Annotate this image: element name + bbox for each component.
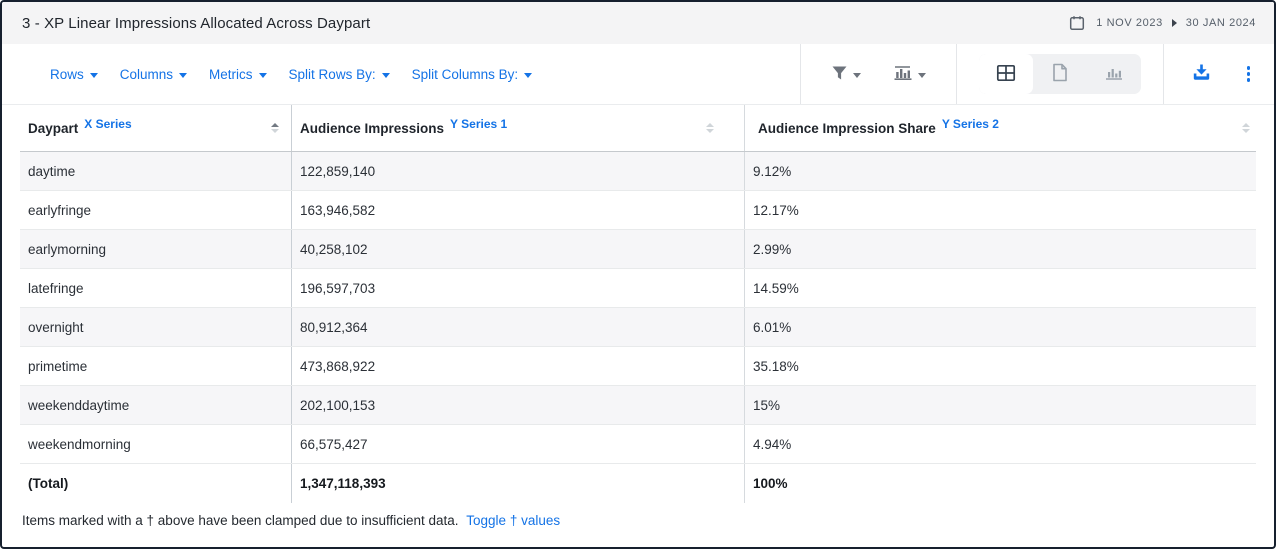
footnote: Items marked with a † above have been cl… — [2, 503, 1274, 528]
table-row[interactable]: daytime 122,859,140 9.12% — [20, 152, 1256, 191]
sort-icon[interactable] — [1242, 123, 1250, 133]
rows-dropdown[interactable]: Rows — [50, 67, 98, 82]
cell-daypart: overnight — [20, 308, 292, 346]
chevron-down-icon — [179, 72, 188, 78]
columns-dropdown[interactable]: Columns — [119, 66, 188, 82]
series-tag: X Series — [84, 116, 132, 131]
cell-daypart: daytime — [20, 152, 292, 190]
cell-share: 2.99% — [753, 241, 792, 257]
cell-impressions: 40,258,102 — [292, 230, 745, 268]
download-icon — [1192, 63, 1211, 85]
cell-daypart: weekenddaytime — [20, 386, 292, 424]
clamp-note: Items marked with a † above have been cl… — [22, 513, 459, 528]
table-body: daytime 122,859,140 9.12% earlyfringe 16… — [20, 152, 1256, 464]
cell-impressions: 202,100,153 — [292, 386, 745, 424]
chart-type-button[interactable] — [885, 59, 934, 90]
series-tag: Y Series 1 — [450, 116, 508, 131]
date-range-picker[interactable]: 1 NOV 2023 30 JAN 2024 — [1069, 15, 1256, 31]
rows-dropdown-label: Rows — [50, 66, 84, 82]
column-header-audience-impression-share[interactable]: Audience Impression Share Y Series 2 — [745, 105, 1256, 151]
title-bar: 3 - XP Linear Impressions Allocated Acro… — [2, 2, 1274, 44]
cell-daypart: earlyfringe — [20, 191, 292, 229]
cell-share: 35.18% — [753, 358, 799, 374]
chevron-down-icon — [381, 72, 390, 78]
toolbar-right-group — [799, 44, 1261, 104]
cell-impressions: 80,912,364 — [292, 308, 745, 346]
table-row[interactable]: earlymorning 40,258,102 2.99% — [20, 230, 1256, 269]
chevron-down-icon — [852, 72, 861, 78]
calendar-icon — [1069, 15, 1085, 31]
toggle-dagger-values-link[interactable]: Toggle † values — [466, 513, 561, 528]
date-end: 30 JAN 2024 — [1185, 17, 1256, 29]
cell-impressions: 66,575,427 — [292, 425, 745, 463]
document-view-button[interactable] — [1033, 54, 1087, 94]
table-view-button[interactable] — [978, 54, 1033, 94]
metrics-dropdown-label: Metrics — [209, 66, 253, 82]
sort-icon[interactable] — [271, 123, 279, 133]
bar-chart-icon — [1104, 65, 1124, 84]
cell-share: 15% — [753, 397, 781, 413]
cell-impressions: 473,868,922 — [292, 347, 745, 385]
toolbar-divider — [1162, 44, 1164, 104]
chart-view-button[interactable] — [1087, 54, 1141, 94]
data-table: Daypart X Series Audience Impressions Y Se… — [20, 105, 1256, 503]
column-header-daypart[interactable]: Daypart X Series — [20, 105, 292, 151]
total-share: 100% — [753, 476, 788, 491]
filter-funnel-icon — [831, 65, 848, 84]
cell-share: 12.17% — [753, 202, 799, 218]
total-label: (Total) — [20, 464, 292, 503]
cell-share: 14.59% — [753, 280, 799, 296]
table-row[interactable]: weekendmorning 66,575,427 4.94% — [20, 425, 1256, 464]
chevron-down-icon — [917, 72, 926, 78]
toolbar-divider — [955, 44, 957, 104]
document-icon — [1052, 63, 1068, 85]
split-rows-by-label: Split Rows By: — [288, 66, 376, 82]
cell-daypart: latefringe — [20, 269, 292, 307]
column-label: Audience Impression Share — [758, 120, 936, 136]
cell-daypart: weekendmorning — [20, 425, 292, 463]
bar-chart-icon — [893, 65, 913, 84]
cell-impressions: 163,946,582 — [292, 191, 745, 229]
series-tag: Y Series 2 — [941, 116, 999, 131]
cell-daypart: primetime — [20, 347, 292, 385]
more-options-button[interactable] — [1239, 60, 1259, 88]
table-header-row: Daypart X Series Audience Impressions Y Se… — [20, 105, 1256, 152]
cell-share: 6.01% — [753, 319, 792, 335]
date-start: 1 NOV 2023 — [1096, 17, 1163, 29]
column-label: Audience Impressions — [300, 120, 445, 136]
cell-daypart: earlymorning — [20, 230, 292, 268]
table-grid-icon — [996, 64, 1016, 85]
download-button[interactable] — [1184, 57, 1219, 91]
split-columns-by-label: Split Columns By: — [411, 66, 519, 82]
column-label: Daypart — [28, 120, 79, 136]
filter-button[interactable] — [823, 59, 869, 90]
cell-impressions: 196,597,703 — [292, 269, 745, 307]
page-title: 3 - XP Linear Impressions Allocated Acro… — [22, 14, 371, 32]
view-switcher — [978, 54, 1141, 94]
kebab-menu-icon — [1246, 66, 1250, 82]
cell-share: 4.94% — [753, 436, 792, 452]
column-header-audience-impressions[interactable]: Audience Impressions Y Series 1 — [292, 105, 745, 151]
split-rows-by-dropdown[interactable]: Split Rows By: — [289, 67, 390, 82]
toolbar: Rows Columns Metrics Split Rows By: Spli… — [2, 44, 1274, 105]
chevron-down-icon — [258, 72, 267, 78]
table-row[interactable]: primetime 473,868,922 35.18% — [20, 347, 1256, 386]
table-row[interactable]: latefringe 196,597,703 14.59% — [20, 269, 1256, 308]
table-row[interactable]: earlyfringe 163,946,582 12.17% — [20, 191, 1256, 230]
chevron-down-icon — [524, 72, 533, 78]
sort-icon[interactable] — [706, 123, 714, 133]
total-row: (Total) 1,347,118,393 100% — [20, 464, 1256, 503]
cell-impressions: 122,859,140 — [292, 152, 745, 190]
table-row[interactable]: weekenddaytime 202,100,153 15% — [20, 386, 1256, 425]
metrics-dropdown[interactable]: Metrics — [209, 67, 267, 82]
toolbar-divider — [799, 44, 801, 104]
columns-dropdown-label: Columns — [119, 66, 174, 82]
table-row[interactable]: overnight 80,912,364 6.01% — [20, 308, 1256, 347]
total-impressions: 1,347,118,393 — [292, 464, 745, 503]
split-columns-by-dropdown[interactable]: Split Columns By: — [412, 67, 533, 82]
date-arrow-icon — [1171, 19, 1177, 27]
chevron-down-icon — [89, 72, 98, 78]
cell-share: 9.12% — [753, 163, 792, 179]
